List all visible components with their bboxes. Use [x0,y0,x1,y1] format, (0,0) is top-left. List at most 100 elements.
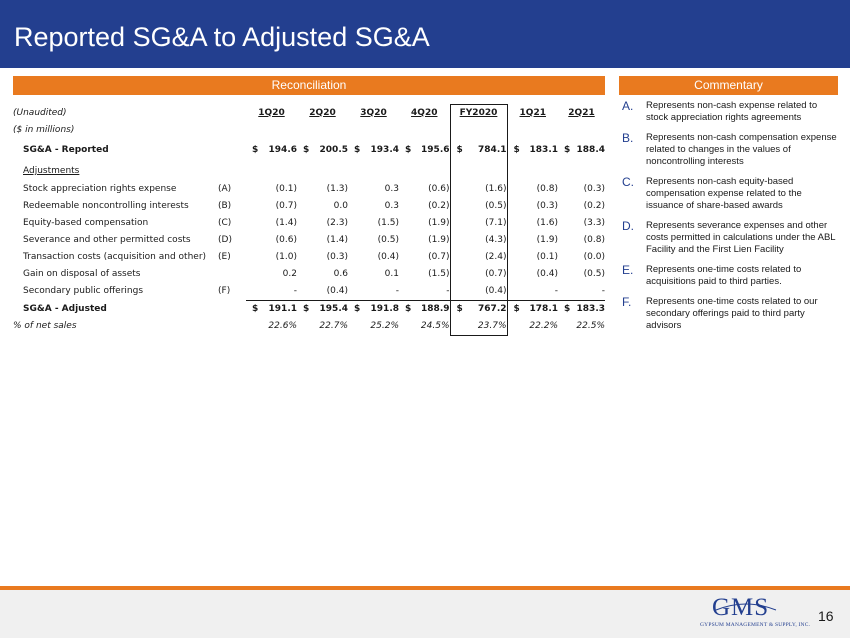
cell: 0.3 [384,201,399,211]
row-label: Equity-based compensation [23,218,149,228]
cell: (0.6) [428,184,450,194]
cell: (0.7) [449,266,508,283]
commentary-item: F. Represents one-time costs related to … [622,296,838,332]
currency-symbol: $ [252,145,259,155]
column-header: 1Q21 [519,107,546,118]
net-sales-row: % of net sales 22.6% 22.7% 25.2% 24.5% 2… [13,318,605,336]
currency-symbol: $ [405,304,412,314]
cell: (0.4) [449,283,508,301]
commentary-header: Commentary [619,76,838,95]
cell: (1.5) [428,269,450,279]
adjusted-label: SG&A - Adjusted [23,303,107,314]
commentary-item: C. Represents non-cash equity-based comp… [622,176,838,212]
cell: 22.7% [319,321,348,332]
reported-value: 188.4 [576,145,605,155]
logo-tagline: GYPSUM MANAGEMENT & SUPPLY, INC. [700,622,811,628]
cell: (0.5) [377,235,399,245]
cell: - [446,286,450,296]
column-header-fy: FY2020 [449,104,508,122]
reported-value: 195.6 [421,145,450,155]
cell: (3.3) [583,218,605,228]
cell: (7.1) [449,215,508,232]
cell: 0.3 [384,184,399,194]
cell: 0.0 [333,201,348,211]
page-number: 16 [818,608,834,624]
page-title: Reported SG&A to Adjusted SG&A [14,22,430,52]
currency-symbol: $ [354,304,361,314]
commentary-letter: F. [622,295,632,309]
reported-value: 183.1 [529,145,558,155]
row-label: Redeemable noncontrolling interests [23,201,189,211]
cell: - [554,286,558,296]
reconciliation-table: (Unaudited) 1Q20 2Q20 3Q20 4Q20 FY2020 1… [13,104,605,336]
commentary-text: Represents one-time costs related to our… [646,296,818,331]
table-row: Transaction costs (acquisition and other… [13,249,605,266]
table-row: Redeemable noncontrolling interests (B) … [13,198,605,215]
cell: (1.4) [326,235,348,245]
commentary-text: Represents severance expenses and other … [646,220,836,255]
commentary-letter: E. [622,263,634,277]
row-code: (D) [218,235,232,245]
net-sales-label: % of net sales [13,321,77,332]
cell: (0.7) [275,201,297,211]
currency-symbol: $ [252,304,259,314]
units-label: ($ in millions) [13,125,75,135]
reported-label: SG&A - Reported [23,145,109,155]
cell: (0.4) [536,269,558,279]
cell: - [601,286,605,296]
cell: (0.5) [449,198,508,215]
reported-value: 784.1 [478,145,507,155]
row-code: (E) [218,252,231,262]
commentary-text: Represents non-cash expense related to s… [646,100,818,123]
cell: - [293,286,297,296]
cell: (0.3) [583,184,605,194]
logo-wordmark: GMS [712,594,770,621]
cell: (0.4) [377,252,399,262]
currency-symbol: $ [303,145,310,155]
currency-symbol: $ [456,304,463,314]
cell: (2.3) [326,218,348,228]
cell: 22.2% [529,321,558,332]
cell: 0.6 [333,269,348,279]
cell: 22.5% [576,321,605,332]
cell: 24.5% [420,321,450,332]
row-label: Transaction costs (acquisition and other… [23,252,207,262]
adjusted-row: SG&A - Adjusted $191.1 $195.4 $191.8 $18… [13,300,605,318]
commentary-text: Represents non-cash equity-based compens… [646,176,802,211]
adjustments-label: Adjustments [23,166,80,176]
cell: (1.6) [536,218,558,228]
column-header: 3Q20 [360,107,387,118]
commentary-letter: D. [622,219,634,233]
cell: (1.9) [428,218,450,228]
commentary-letter: A. [622,99,634,113]
column-header: 2Q20 [309,107,336,118]
row-label: Gain on disposal of assets [23,269,141,279]
reported-row: SG&A - Reported $194.6 $200.5 $193.4 $19… [13,139,605,162]
adjusted-value: 183.3 [576,304,605,314]
currency-symbol: $ [564,304,571,314]
reported-value: 194.6 [268,145,297,155]
adjusted-value: 178.1 [529,304,558,314]
cell: (0.7) [428,252,450,262]
commentary-text: Represents non-cash compensation expense… [646,132,837,167]
row-label: Stock appreciation rights expense [23,184,177,194]
footer-rule [0,586,850,590]
cell: (1.3) [326,184,348,194]
commentary-item: E. Represents one-time costs related to … [622,264,838,288]
column-header: 2Q21 [568,107,595,118]
currency-symbol: $ [354,145,361,155]
cell: 0.1 [384,269,399,279]
unaudited-label: (Unaudited) [13,107,67,118]
commentary-text: Represents one-time costs related to acq… [646,264,802,287]
row-code: (B) [218,201,232,211]
currency-symbol: $ [303,304,310,314]
cell: (0.0) [583,252,605,262]
commentary-item: B. Represents non-cash compensation expe… [622,132,838,168]
cell: (0.3) [326,252,348,262]
column-header: 4Q20 [411,107,438,118]
adjusted-value: 191.1 [268,304,297,314]
table-header-row: (Unaudited) 1Q20 2Q20 3Q20 4Q20 FY2020 1… [13,104,605,122]
commentary-item: D. Represents severance expenses and oth… [622,220,838,256]
table-row: Secondary public offerings (F) - (0.4) -… [13,283,605,301]
cell: (0.6) [275,235,297,245]
